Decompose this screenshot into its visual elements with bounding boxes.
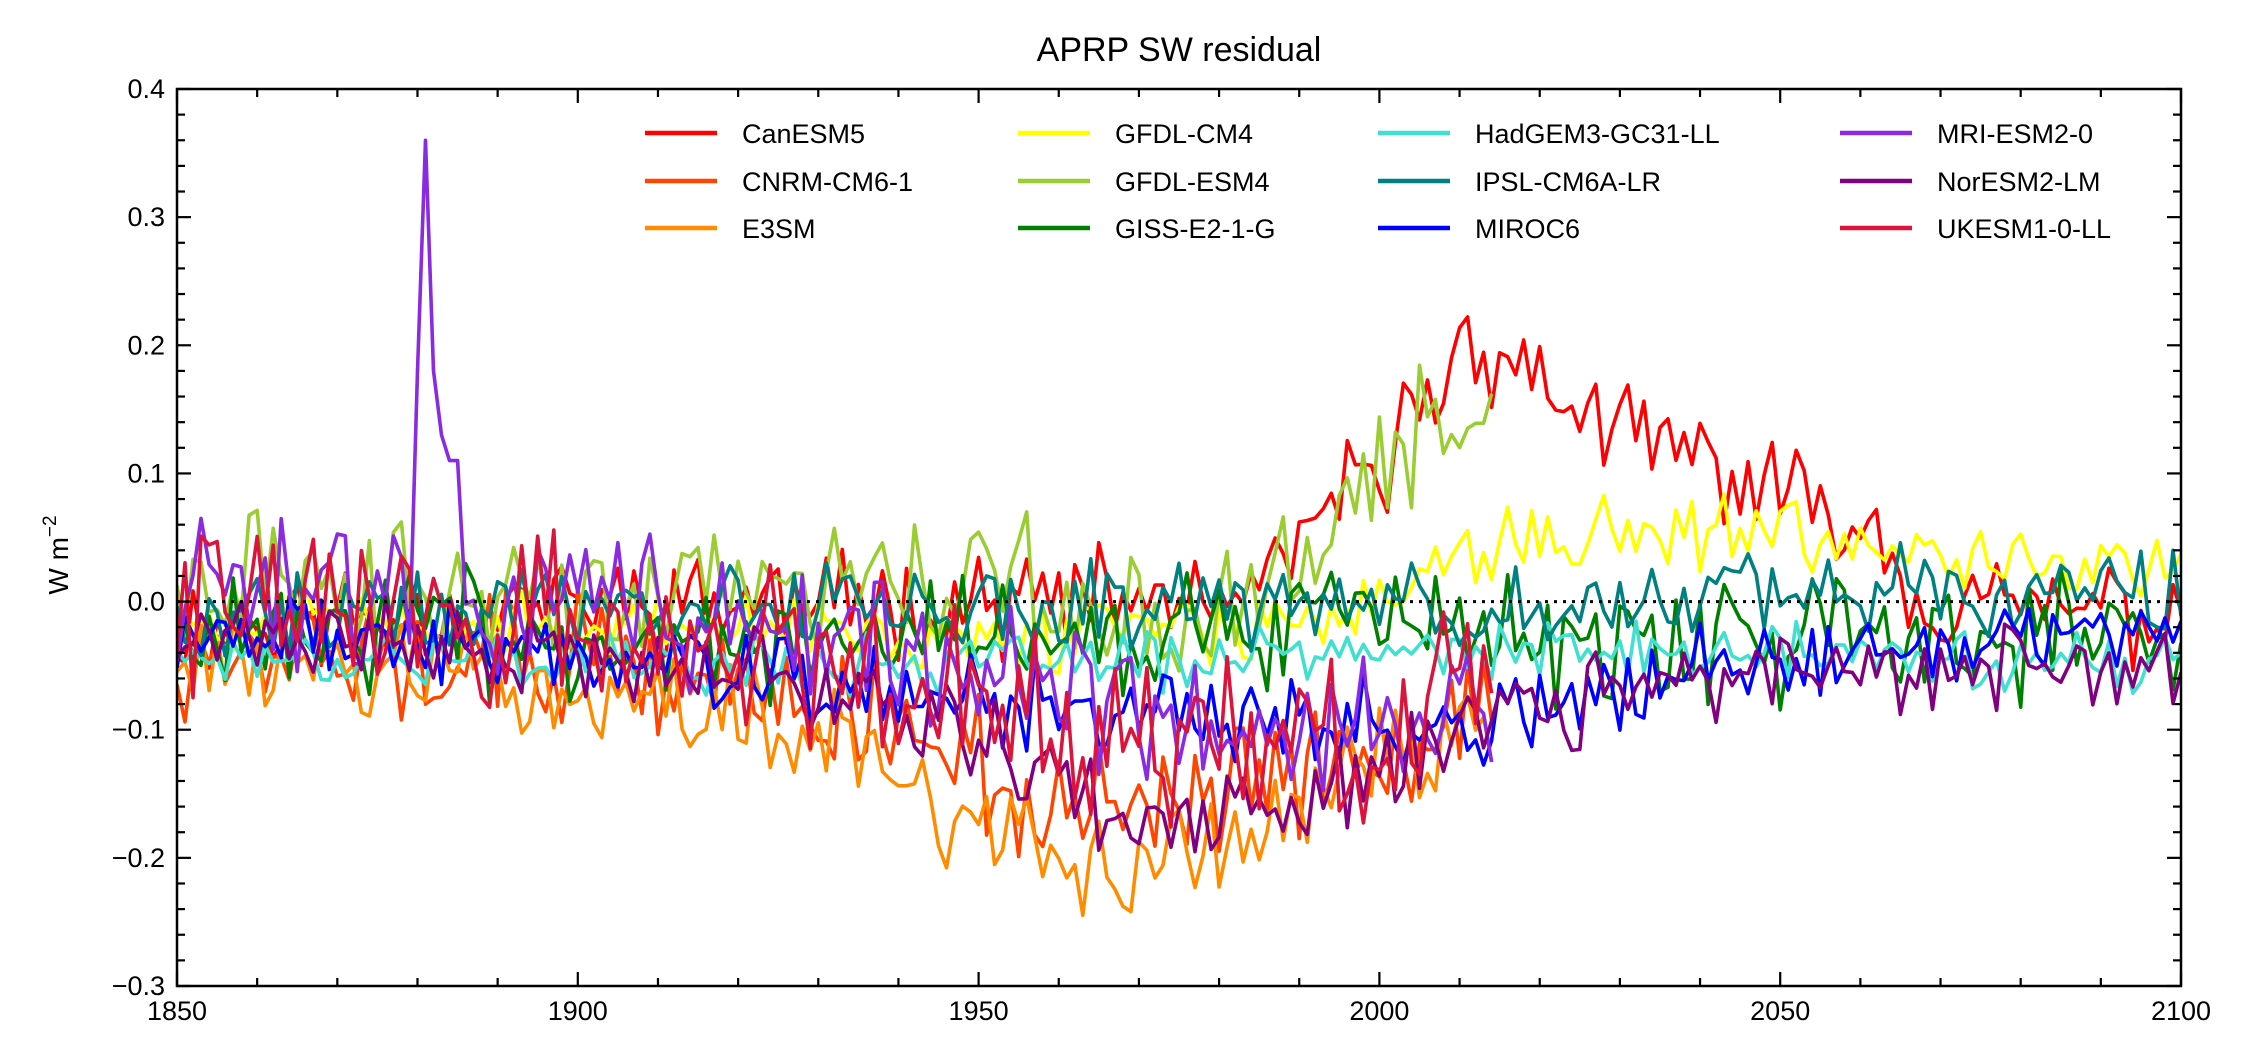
axis-ticks: 1850 1900 1950 2000 2050 2100 −0.3 −0.2 −0.1 0.0 0… xyxy=(112,74,2211,1026)
legend-entry-gfdl-cm4: GFDL-CM4 xyxy=(1018,119,1253,149)
x-tick-label: 1950 xyxy=(949,996,1009,1026)
legend-entry-canesm5: CanESM5 xyxy=(645,119,865,149)
legend-label: E3SM xyxy=(742,214,816,244)
legend-label: MIROC6 xyxy=(1475,214,1580,244)
series-line-ipsl-cm6a-lr xyxy=(177,540,2181,658)
y-tick-label: 0.3 xyxy=(127,202,165,232)
legend-entry-mri-esm2-0: MRI-ESM2-0 xyxy=(1840,119,2093,149)
plot-frame xyxy=(175,87,2183,988)
legend-entry-gfdl-esm4: GFDL-ESM4 xyxy=(1018,167,1270,197)
legend-label: GFDL-CM4 xyxy=(1115,119,1253,149)
x-tick-label: 1900 xyxy=(548,996,608,1026)
legend-label: GISS-E2-1-G xyxy=(1115,214,1276,244)
chart-title: APRP SW residual xyxy=(1037,31,1322,69)
legend-label: CanESM5 xyxy=(742,119,865,149)
x-tick-label: 2100 xyxy=(2151,996,2211,1026)
y-tick-label: −0.2 xyxy=(112,843,165,873)
y-axis-label-unit: W m xyxy=(43,537,74,595)
legend-label: HadGEM3-GC31-LL xyxy=(1475,119,1720,149)
x-tick-label: 2050 xyxy=(1750,996,1810,1026)
y-tick-label: −0.1 xyxy=(112,715,165,745)
y-axis-label: W m−2 xyxy=(40,515,74,594)
legend-label: NorESM2-LM xyxy=(1937,167,2101,197)
legend-entry-noresm2-lm: NorESM2-LM xyxy=(1840,167,2101,197)
legend-entry-ukesm1-0-ll: UKESM1-0-LL xyxy=(1840,214,2111,244)
y-tick-label: −0.3 xyxy=(112,971,165,1001)
y-tick-label: 0.1 xyxy=(127,458,165,488)
legend-entry-cnrm-cm6-1: CNRM-CM6-1 xyxy=(645,167,913,197)
y-tick-label: 0.0 xyxy=(127,587,165,617)
legend: CanESM5 CNRM-CM6-1 E3SM GFDL-CM4 GFDL-ESM4 GI… xyxy=(645,119,2111,244)
legend-entry-giss-e2-1-g: GISS-E2-1-G xyxy=(1018,214,1276,244)
series-line-gfdl-esm4 xyxy=(177,363,1494,673)
series-line-noresm2-lm xyxy=(177,595,2181,854)
legend-label: IPSL-CM6A-LR xyxy=(1475,167,1661,197)
y-axis-label-exponent: −2 xyxy=(40,515,61,537)
series-layer xyxy=(177,138,2181,918)
y-tick-label: 0.2 xyxy=(127,330,165,360)
legend-entry-hadgem3-gc31-ll: HadGEM3-GC31-LL xyxy=(1378,119,1720,149)
plot-area: 1850 1900 1950 2000 2050 2100 −0.3 −0.2 −0.1 0.0 0… xyxy=(112,74,2211,1026)
legend-entry-e3sm: E3SM xyxy=(645,214,816,244)
x-tick-label: 1850 xyxy=(147,996,207,1026)
legend-entry-miroc6: MIROC6 xyxy=(1378,214,1580,244)
legend-entry-ipsl-cm6a-lr: IPSL-CM6A-LR xyxy=(1378,167,1661,197)
series-line-cnrm-cm6-1 xyxy=(177,586,1494,859)
y-tick-label: 0.4 xyxy=(127,74,165,104)
series-line-ukesm1-0-ll xyxy=(177,528,1494,829)
legend-label: MRI-ESM2-0 xyxy=(1937,119,2093,149)
legend-label: CNRM-CM6-1 xyxy=(742,167,913,197)
series-line-mri-esm2-0 xyxy=(177,138,1494,793)
legend-label: UKESM1-0-LL xyxy=(1937,214,2111,244)
legend-label: GFDL-ESM4 xyxy=(1115,167,1270,197)
x-tick-label: 2000 xyxy=(1349,996,1409,1026)
